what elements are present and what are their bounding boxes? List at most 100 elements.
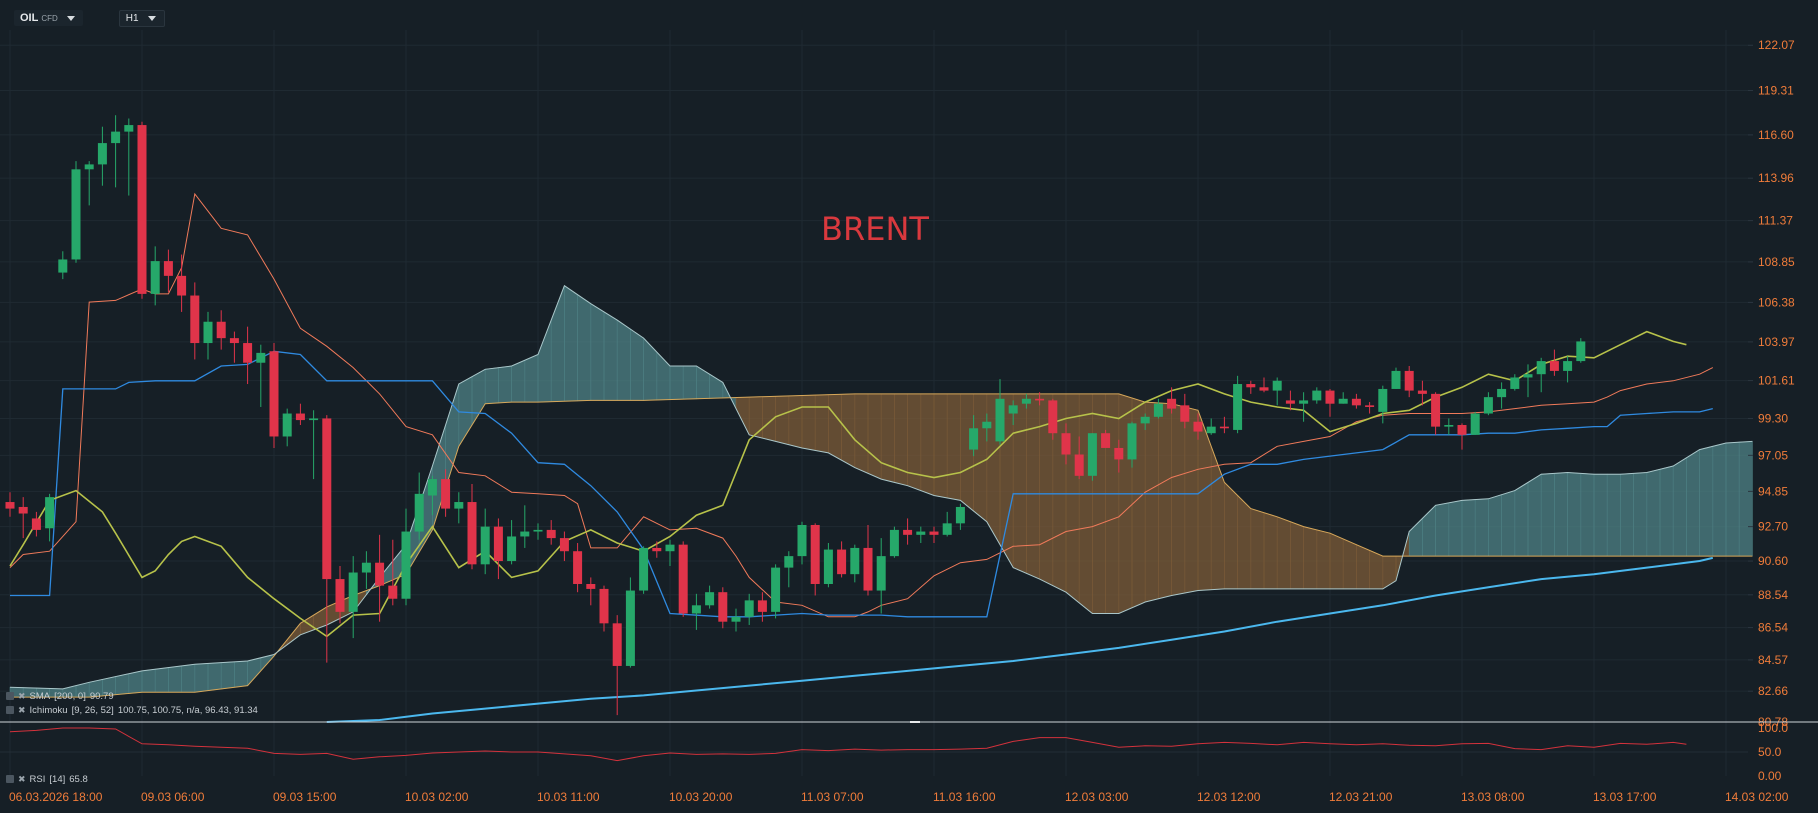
candle xyxy=(982,413,992,442)
candle xyxy=(1299,392,1309,422)
candle xyxy=(1101,429,1111,448)
candle-body xyxy=(1325,390,1335,404)
price-axis-label: 97.05 xyxy=(1758,448,1788,462)
candle-body xyxy=(414,493,424,532)
kumo-segment xyxy=(1276,516,1291,590)
candle xyxy=(1127,421,1137,468)
kumo-segment xyxy=(1580,473,1595,557)
candle-body xyxy=(1074,454,1084,476)
candle xyxy=(58,251,68,280)
kumo-segment xyxy=(920,393,935,496)
candle-body xyxy=(982,421,992,429)
candle-body xyxy=(1114,447,1124,460)
candle-body xyxy=(771,567,781,612)
kumo-segment xyxy=(1725,441,1740,557)
senkou-span-b-line xyxy=(9,284,1753,690)
candle-body xyxy=(586,583,596,589)
candle xyxy=(177,254,187,312)
legend-sma[interactable]: ✖ SMA [200, 0] 90.79 xyxy=(6,690,114,702)
candle-body xyxy=(1048,400,1058,434)
settings-icon[interactable] xyxy=(6,775,14,783)
settings-icon[interactable] xyxy=(6,692,14,700)
kumo-segment xyxy=(154,667,169,693)
candle xyxy=(823,543,833,588)
candle-body xyxy=(216,321,226,339)
watermark-brent: BRENT xyxy=(821,210,929,248)
candle-body xyxy=(1035,398,1045,401)
candle-body xyxy=(441,479,451,509)
legend-ichimoku[interactable]: ✖ Ichimoku [9, 26, 52] 100.75, 100.75, n… xyxy=(6,704,258,716)
kumo-segment xyxy=(1184,406,1199,594)
candle-body xyxy=(889,529,899,557)
rsi-axis-label: 0.00 xyxy=(1758,769,1782,783)
candle xyxy=(850,544,860,583)
candle-body xyxy=(1470,413,1480,435)
candle-body xyxy=(1563,361,1573,371)
candle-body xyxy=(995,398,1005,442)
kumo-segment xyxy=(128,670,143,694)
kumo-segment xyxy=(1144,401,1159,603)
timeframe-selector[interactable]: H1 xyxy=(118,9,165,27)
candle-body xyxy=(480,526,490,565)
candle-body xyxy=(388,585,398,599)
candle xyxy=(190,282,200,360)
candle-body xyxy=(137,125,147,294)
kumo-segment xyxy=(643,337,658,401)
candle-body xyxy=(705,592,715,606)
kumo-segment xyxy=(630,328,644,401)
candle-body xyxy=(1272,380,1282,391)
chikou-line xyxy=(9,330,1687,638)
kumo-segment xyxy=(1686,449,1700,557)
timeframe-label: H1 xyxy=(125,12,139,24)
price-axis-label: 119.31 xyxy=(1758,83,1794,97)
candle xyxy=(414,472,424,540)
candle xyxy=(1180,393,1190,429)
candle-body xyxy=(559,538,569,552)
candle-body xyxy=(876,556,886,591)
symbol-selector[interactable]: OIL CFD xyxy=(14,10,83,26)
kumo-segment xyxy=(603,311,618,401)
candle xyxy=(507,520,517,565)
price-axis-label: 122.07 xyxy=(1758,38,1795,52)
candle-body xyxy=(295,413,305,421)
legend-rsi[interactable]: ✖ RSI [14] 65.8 xyxy=(6,773,88,785)
kumo-segment xyxy=(880,393,895,483)
chevron-down-icon xyxy=(66,15,75,21)
candle xyxy=(903,518,913,545)
sma-line xyxy=(326,556,1714,723)
settings-icon[interactable] xyxy=(6,706,14,714)
candle-body xyxy=(678,544,688,614)
candle xyxy=(295,403,305,426)
candle-body xyxy=(546,529,556,539)
candle xyxy=(1312,387,1322,404)
kumo-segment xyxy=(1197,410,1212,591)
candle-body xyxy=(1351,398,1361,406)
candle-body xyxy=(348,572,358,612)
candle xyxy=(1351,393,1361,409)
time-axis-label: 10.03 20:00 xyxy=(669,790,733,804)
price-axis-label: 84.57 xyxy=(1758,653,1788,667)
price-axis-label: 108.85 xyxy=(1758,255,1795,269)
candle xyxy=(1021,393,1031,409)
candle-body xyxy=(1404,370,1414,391)
candle xyxy=(1114,439,1124,473)
candle-body xyxy=(1061,433,1071,455)
close-icon[interactable]: ✖ xyxy=(18,690,26,701)
close-icon[interactable]: ✖ xyxy=(18,704,26,715)
candle-body xyxy=(375,562,385,586)
candle xyxy=(599,585,609,632)
candle xyxy=(256,344,266,407)
candle xyxy=(216,310,226,350)
candle xyxy=(1048,398,1058,440)
kumo-segment xyxy=(1171,403,1186,596)
kumo-segment xyxy=(234,660,248,688)
candle-body xyxy=(190,295,200,344)
candle-body xyxy=(1167,398,1177,409)
candle xyxy=(1325,388,1335,417)
kumo-segment xyxy=(946,393,961,501)
close-icon[interactable]: ✖ xyxy=(18,773,26,784)
kumo-segment xyxy=(247,657,262,687)
candle-body xyxy=(863,547,873,591)
kijun-line xyxy=(10,350,1713,618)
